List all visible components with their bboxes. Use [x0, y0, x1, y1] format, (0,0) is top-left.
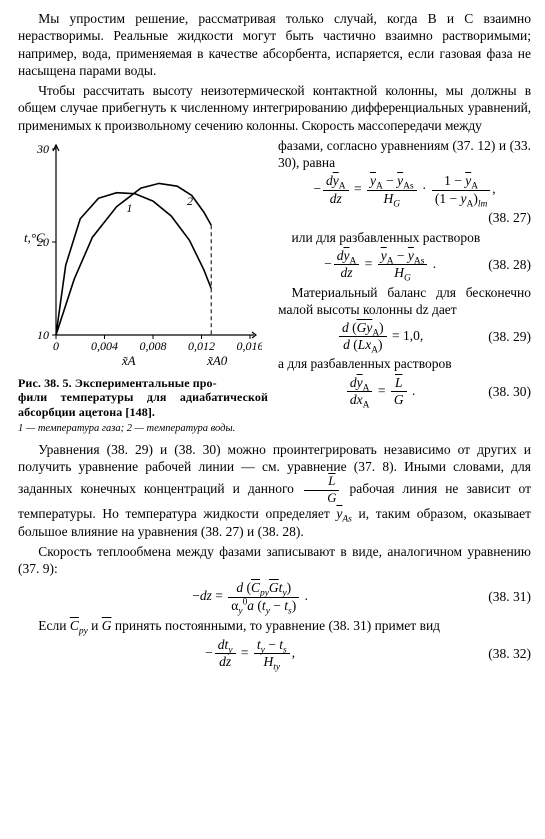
right-text-3: а для разбавленных растворов — [278, 355, 531, 372]
equation-38-30: dyAdxA = LG . (38. 30) — [278, 376, 531, 407]
equations-column: фазами, согласно уравнениям (37. 12) и (… — [278, 137, 531, 435]
paragraph-4: Скорость теплообмена между фазами записы… — [18, 543, 531, 578]
figure-caption-sub: 1 — температура газа; 2 — температура во… — [18, 422, 268, 435]
svg-text:1: 1 — [126, 201, 132, 215]
svg-text:t,°C: t,°C — [24, 230, 45, 245]
paragraph-3: Уравнения (38. 29) и (38. 30) можно прои… — [18, 441, 531, 540]
paragraph-2-float: фазами, согласно уравнениям (37. 12) и (… — [278, 137, 531, 172]
temperature-profile-chart: 10203000,0040,0080,0120,016t,°Cx̃Ax̃A012 — [18, 137, 262, 372]
svg-text:x̃A0: x̃A0 — [206, 353, 228, 368]
svg-text:0: 0 — [53, 339, 59, 353]
svg-text:0,012: 0,012 — [188, 339, 215, 353]
figure-caption: Рис. 38. 5. Экспериментальные про- фили … — [18, 376, 268, 420]
svg-text:x̃A: x̃A — [121, 353, 136, 368]
right-text-1: или для разбавленных растворов — [278, 229, 531, 246]
paragraph-5: Если Cpy и G принять постоянными, то ура… — [18, 617, 531, 634]
chart-column: 10203000,0040,0080,0120,016t,°Cx̃Ax̃A012… — [18, 137, 268, 435]
equation-38-27-number: (38. 27) — [278, 209, 531, 226]
equation-38-27: −dyAdz = yA − yAsHG · 1 − yA(1 − yA)lm, — [278, 174, 531, 205]
equation-38-31: −dz = d (CpyGty) αy0a (ty − ts) . (38. 3… — [18, 581, 531, 612]
svg-text:0,008: 0,008 — [140, 339, 167, 353]
right-text-2: Материальный баланс для бесконечно малой… — [278, 284, 531, 319]
paragraph-2a: Чтобы рассчитать высоту неизотермической… — [18, 82, 531, 134]
equation-38-28: −dyAdz = yA − yAsHG . (38. 28) — [278, 249, 531, 280]
svg-text:2: 2 — [187, 194, 193, 208]
svg-text:30: 30 — [36, 142, 49, 156]
svg-text:10: 10 — [37, 328, 49, 342]
equation-38-32: −dtydz = ty − tsHty, (38. 32) — [18, 638, 531, 669]
svg-text:0,004: 0,004 — [91, 339, 118, 353]
paragraph-1: Мы упростим решение, рассматривая только… — [18, 10, 531, 79]
equation-38-29: d (GyA) d (LxA) = 1,0, (38. 29) — [278, 321, 531, 352]
svg-text:0,016: 0,016 — [237, 339, 263, 353]
